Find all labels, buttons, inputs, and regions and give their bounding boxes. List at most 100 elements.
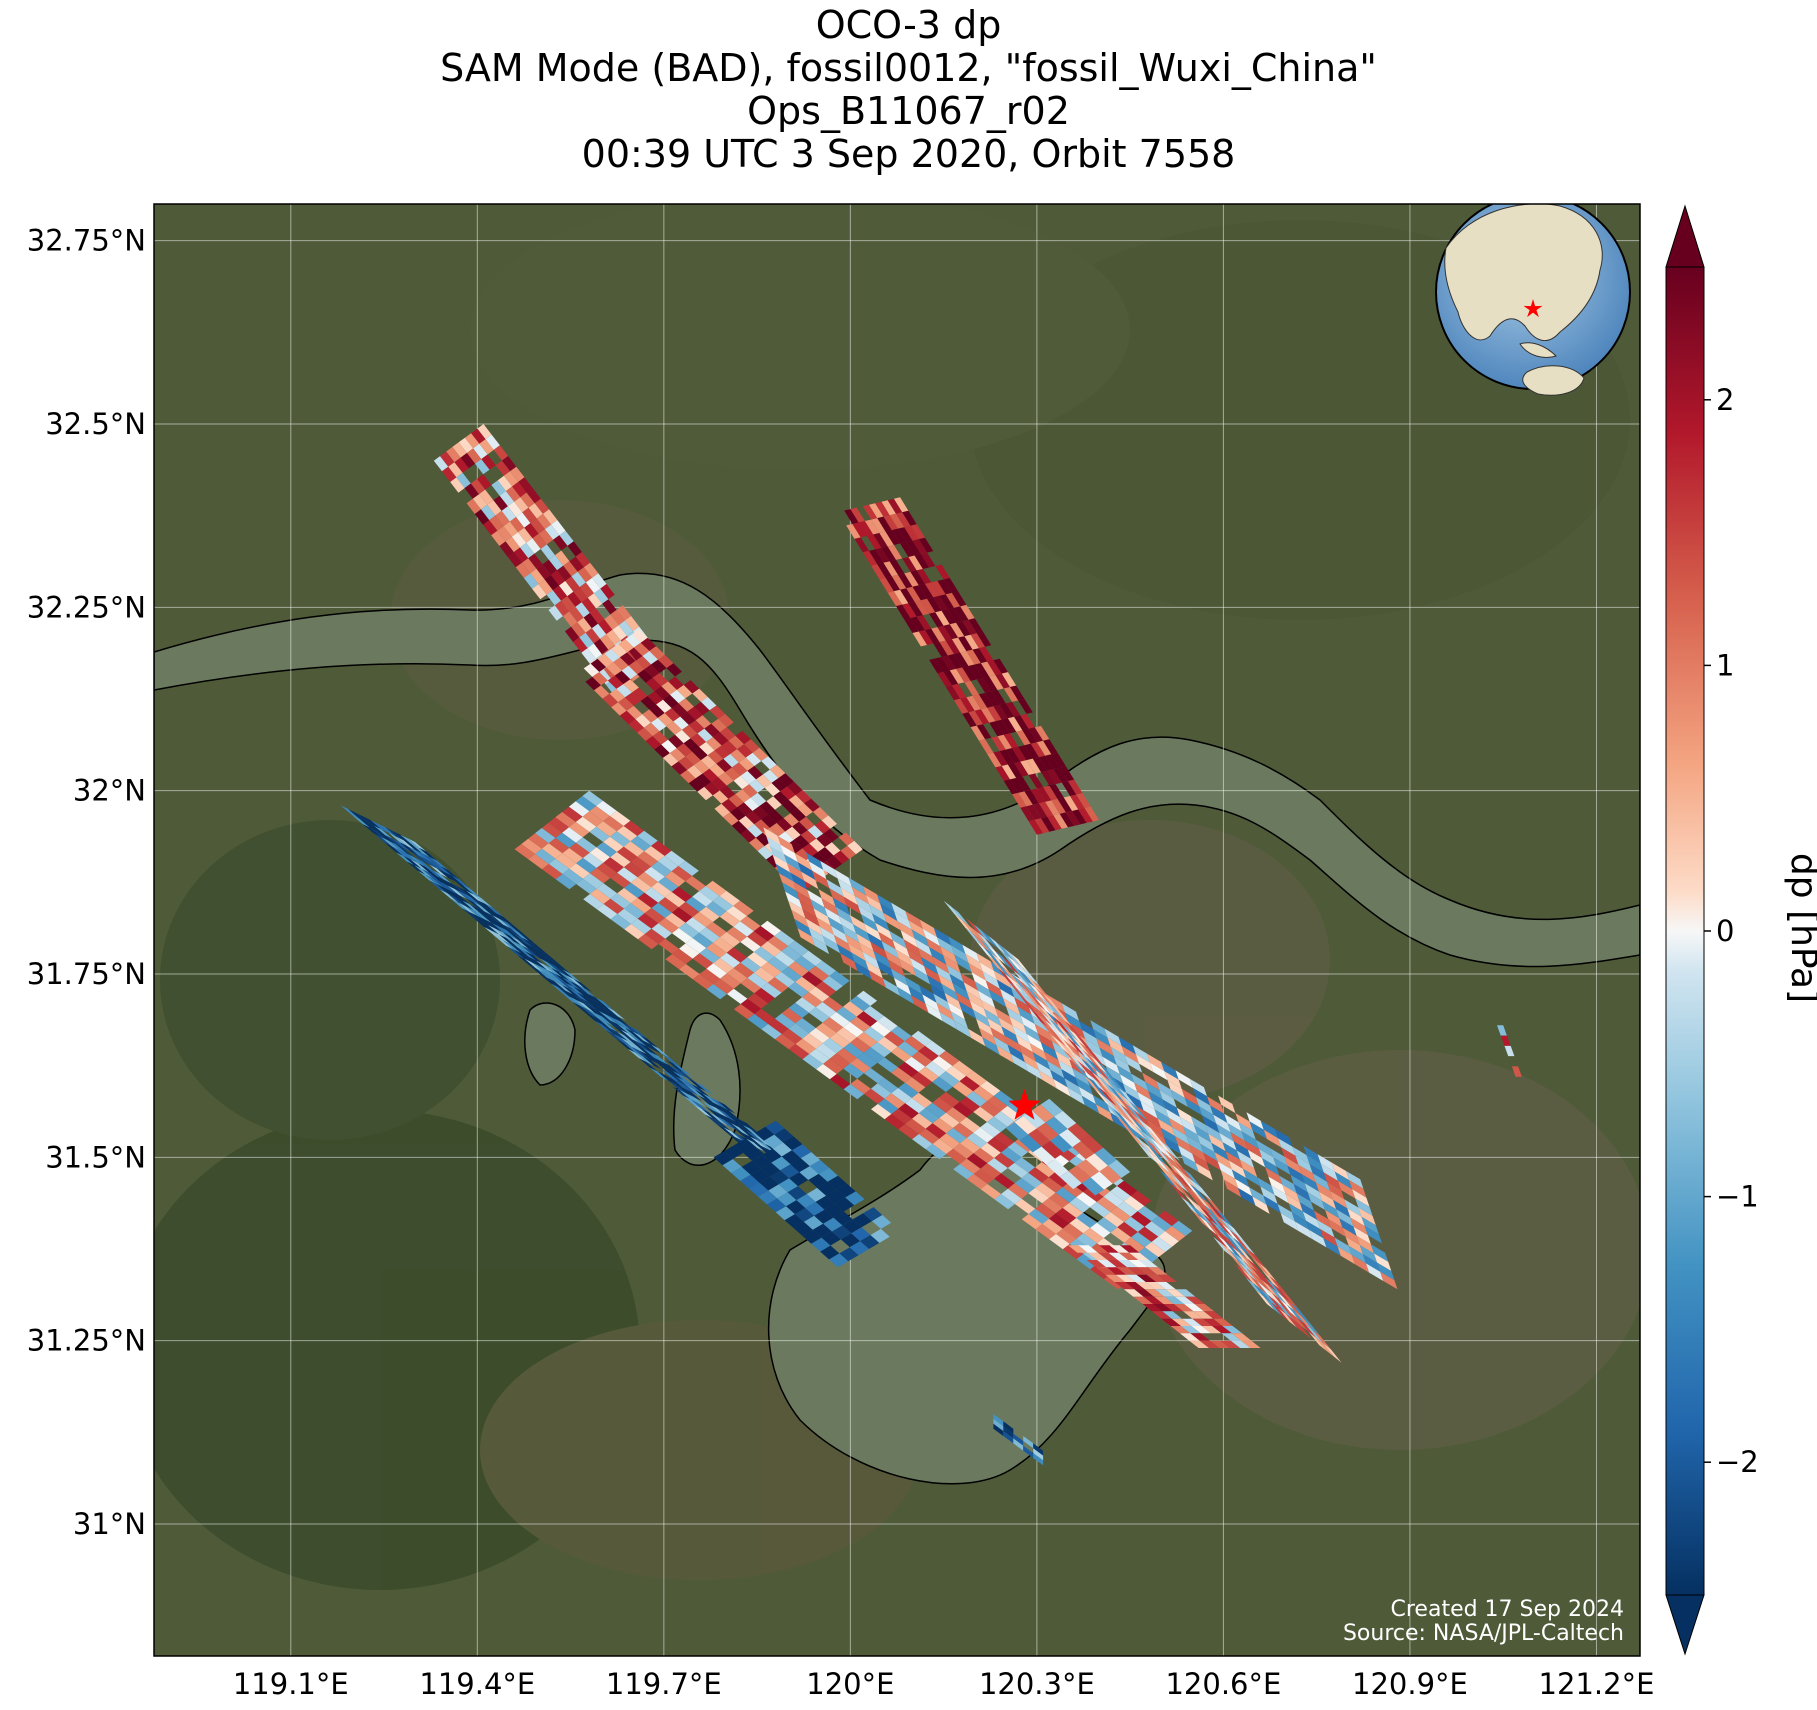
sounding-cell (906, 586, 921, 602)
sounding-cell (1323, 1238, 1341, 1256)
sounding-cell (927, 597, 942, 613)
sounding-cell (1015, 987, 1034, 1007)
sounding-cell (595, 997, 615, 1011)
sounding-cell (1288, 1203, 1306, 1221)
sounding-cell (506, 938, 526, 952)
sounding-cell (790, 808, 806, 822)
sounding-cell (795, 1038, 816, 1054)
sounding-cell (1202, 1115, 1220, 1133)
sounding-cell (924, 966, 942, 984)
sounding-cell (765, 1120, 785, 1135)
sounding-cell (499, 491, 515, 507)
sounding-cell (598, 1011, 618, 1025)
sounding-cell (1028, 1167, 1049, 1183)
sounding-cell (724, 1112, 743, 1126)
sounding-cell (774, 972, 796, 988)
sounding-cell (678, 860, 699, 876)
sounding-cell (1161, 1141, 1180, 1161)
sounding-cell (388, 833, 408, 847)
sounding-cell (1036, 787, 1052, 802)
sounding-cell (738, 1134, 758, 1148)
sounding-cell (547, 969, 566, 983)
sounding-cell (990, 952, 1010, 972)
sounding-cell (589, 826, 610, 842)
sounding-cell (1245, 1277, 1264, 1297)
sounding-cell (503, 932, 522, 946)
sounding-cell (1131, 1118, 1151, 1138)
sounding-cell (848, 877, 866, 896)
sounding-cell (1067, 1037, 1086, 1057)
sounding-cell (676, 743, 693, 757)
sounding-cell (1263, 1129, 1282, 1148)
sounding-cell (1218, 1095, 1236, 1114)
sounding-cell (407, 838, 427, 852)
sounding-cell (947, 607, 963, 623)
sounding-cell (1164, 1158, 1183, 1178)
sounding-cell (623, 679, 639, 693)
sounding-cell (1100, 1068, 1119, 1088)
sounding-cell (571, 622, 586, 638)
sounding-cell (366, 822, 385, 836)
sounding-cell (1279, 1175, 1297, 1194)
sounding-cell (692, 953, 714, 969)
sounding-cell (860, 1235, 880, 1249)
sounding-cell (731, 762, 748, 776)
sounding-cell (798, 862, 816, 880)
sounding-cell (832, 897, 850, 916)
sounding-cell (891, 574, 907, 590)
sounding-cell (571, 571, 586, 588)
sounding-cell (429, 864, 448, 878)
sounding-cell (1194, 1125, 1212, 1143)
sounding-cell (573, 986, 592, 1000)
sounding-cell (1153, 1145, 1172, 1165)
sounding-cell (1186, 1176, 1205, 1196)
sounding-cell (834, 869, 852, 887)
sounding-cell (503, 924, 522, 938)
sounding-cell (989, 721, 1004, 737)
sounding-cell (872, 913, 890, 931)
sounding-cell (1072, 1068, 1090, 1086)
sounding-cell (719, 785, 736, 799)
sounding-cell (1210, 1340, 1230, 1348)
sounding-cell (1301, 1174, 1319, 1192)
sounding-cell (1171, 1220, 1193, 1236)
sounding-cell (569, 863, 590, 879)
sounding-cell (1118, 1087, 1137, 1108)
sounding-cell (1020, 760, 1035, 775)
sounding-cell (1043, 739, 1058, 755)
sounding-cell (1053, 767, 1068, 783)
sounding-cell (750, 792, 767, 807)
sounding-cell (631, 918, 652, 934)
sounding-cell (1003, 779, 1019, 795)
sounding-cell (575, 796, 597, 812)
sounding-cell (845, 934, 863, 952)
sounding-cell (1306, 1155, 1324, 1173)
sounding-cell (953, 1122, 974, 1138)
sounding-cell (672, 1071, 692, 1084)
sounding-cell (1240, 1243, 1259, 1263)
sounding-cell (805, 1201, 825, 1216)
sounding-cell (725, 767, 741, 781)
sounding-cell (993, 1423, 1004, 1436)
sounding-cell (548, 817, 569, 833)
sounding-cell (1175, 1289, 1196, 1297)
sounding-cell (474, 894, 493, 908)
sounding-cell (480, 913, 500, 927)
sounding-cell (590, 658, 607, 672)
sounding-cell (466, 498, 481, 514)
sounding-cell (822, 935, 841, 954)
sounding-cell (1094, 1147, 1117, 1166)
sounding-cell (959, 1096, 981, 1112)
sounding-cell (951, 945, 969, 963)
sounding-cell (966, 991, 984, 1009)
sounding-cell (1241, 1131, 1259, 1149)
sounding-cell (1220, 1242, 1239, 1262)
sounding-cell (772, 1142, 792, 1157)
sounding-cell (1063, 796, 1079, 811)
sounding-cell (594, 588, 609, 604)
sounding-cell (564, 626, 580, 642)
sounding-cell (573, 587, 588, 603)
sounding-cell (429, 880, 448, 894)
sounding-cell (355, 812, 374, 826)
sounding-cell (479, 439, 494, 455)
